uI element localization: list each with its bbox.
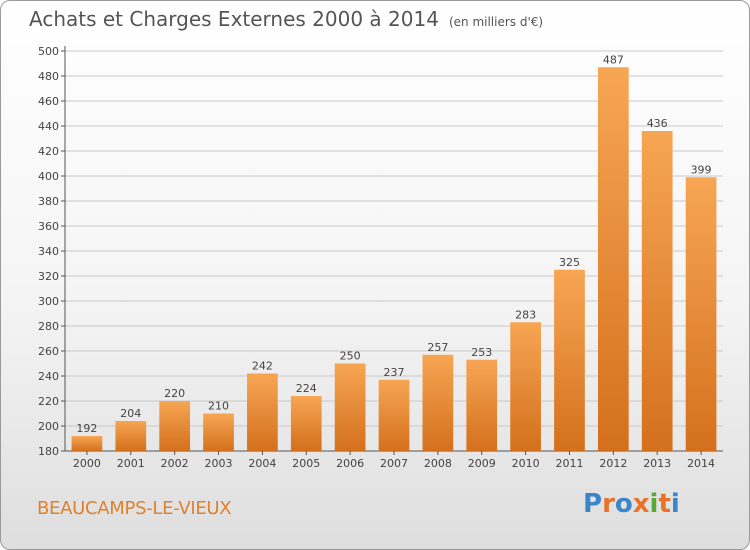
y-tick-label: 420: [38, 145, 59, 158]
x-tick-label: 2002: [161, 457, 189, 470]
data-label: 204: [120, 407, 141, 420]
bar-2005: [290, 396, 322, 451]
y-tick-label: 300: [38, 295, 59, 308]
logo-letter: P: [583, 489, 603, 519]
x-tick-label: 2009: [468, 457, 496, 470]
y-tick-label: 480: [38, 70, 59, 83]
data-label: 399: [691, 163, 712, 176]
data-labels: 192 204 220 210 242 224 250 237 257 253 283 325 487 4…: [76, 53, 711, 435]
bar-2008: [422, 354, 454, 451]
x-tick-label: 2010: [512, 457, 540, 470]
bar-2014: [685, 177, 717, 451]
y-tick-label: 260: [38, 345, 59, 358]
bars: [71, 67, 717, 451]
bar-2010: [510, 322, 541, 451]
logo-letter: t: [658, 489, 671, 519]
bar-2000: [71, 436, 103, 451]
data-label: 192: [76, 422, 97, 435]
x-tick-label: 2005: [292, 457, 320, 470]
data-label: 283: [515, 308, 536, 321]
bar-2003: [203, 413, 234, 451]
data-label: 220: [164, 387, 185, 400]
data-label: 257: [427, 341, 448, 354]
bar-2011: [554, 269, 585, 451]
y-tick-label: 240: [38, 370, 59, 383]
chart-title-text: Achats et Charges Externes 2000 à 2014: [29, 7, 439, 31]
x-tick-label: 2011: [555, 457, 583, 470]
data-label: 210: [208, 400, 229, 413]
y-tick-label: 340: [38, 245, 59, 258]
data-label: 253: [471, 346, 492, 359]
bar-2004: [247, 373, 278, 451]
logo-letter: r: [602, 489, 615, 519]
chart-subtitle: (en milliers d'€): [448, 15, 544, 29]
x-tick-label: 2001: [117, 457, 145, 470]
bar-2009: [466, 359, 498, 451]
y-tick-label: 200: [38, 420, 59, 433]
x-tick-label: 2014: [687, 457, 715, 470]
y-tick-label: 360: [38, 220, 59, 233]
y-tick-label: 500: [38, 45, 59, 58]
x-tick-label: 2004: [248, 457, 276, 470]
x-tick-label: 2003: [205, 457, 233, 470]
x-tick-label: 2012: [599, 457, 627, 470]
data-label: 242: [252, 360, 273, 373]
bar-2013: [641, 131, 673, 451]
logo-letter: x: [632, 489, 650, 519]
x-tick-label: 2000: [73, 457, 101, 470]
proxiti-logo[interactable]: Proxiti: [583, 489, 680, 519]
x-tick-label: 2007: [380, 457, 408, 470]
y-tick-label: 280: [38, 320, 59, 333]
data-label: 487: [603, 53, 624, 66]
bar-2012: [597, 67, 629, 451]
data-label: 436: [647, 117, 668, 130]
data-label: 250: [340, 350, 361, 363]
bar-2002: [159, 401, 191, 451]
logo-letter: i: [649, 489, 659, 519]
data-label: 237: [384, 366, 405, 379]
bar-2001: [115, 421, 147, 451]
data-label: 325: [559, 256, 580, 269]
chart-title: Achats et Charges Externes 2000 à 2014 (e…: [29, 7, 543, 31]
y-tick-label: 320: [38, 270, 59, 283]
data-label: 224: [296, 382, 317, 395]
y-tick-label: 220: [38, 395, 59, 408]
x-tick-label: 2013: [643, 457, 671, 470]
y-tick-label: 460: [38, 95, 59, 108]
bar-2007: [378, 379, 410, 451]
bar-2006: [334, 363, 366, 451]
y-tick-label: 440: [38, 120, 59, 133]
y-tick-label: 180: [38, 445, 59, 458]
x-tick-label: 2008: [424, 457, 452, 470]
x-tick-label: 2006: [336, 457, 364, 470]
y-tick-label: 400: [38, 170, 59, 183]
commune-name: BEAUCAMPS-LE-VIEUX: [37, 498, 232, 519]
logo-letter: o: [614, 489, 633, 519]
y-tick-label: 380: [38, 195, 59, 208]
logo-letter: i: [670, 489, 680, 519]
